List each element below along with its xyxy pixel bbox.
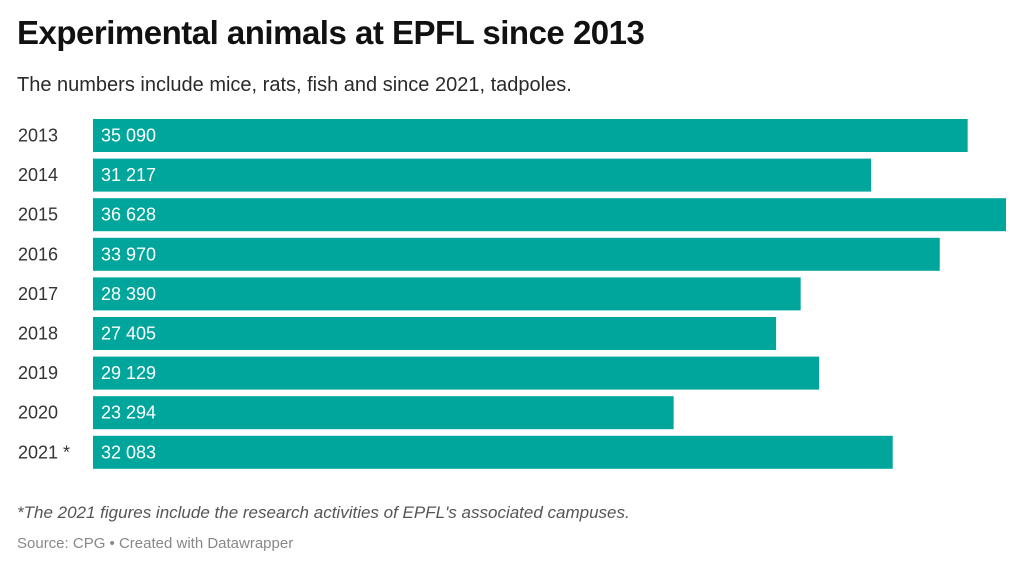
category-label: 2021 * <box>18 442 70 462</box>
bar <box>93 396 674 430</box>
bar-row: 2013 35 090 <box>18 119 968 152</box>
footnote: *The 2021 figures include the research a… <box>17 503 630 522</box>
bar <box>93 158 872 192</box>
category-label: 2014 <box>18 165 58 185</box>
category-label: 2020 <box>18 403 58 423</box>
category-label: 2013 <box>18 126 58 146</box>
bar-row: 2020 23 294 <box>18 396 674 430</box>
value-label: 28 390 <box>101 284 156 304</box>
category-label: 2018 <box>18 324 58 344</box>
bar-chart: 2013 35 090 2014 31 217 2015 36 628 2016 33 970… <box>18 119 1006 469</box>
value-label: 23 294 <box>101 403 156 423</box>
bar <box>93 198 1006 232</box>
bar-row: 2014 31 217 <box>18 158 872 192</box>
bar <box>93 237 940 271</box>
bar-row: 2019 29 129 <box>18 356 820 390</box>
bar <box>93 119 968 152</box>
bar <box>93 277 801 311</box>
value-label: 36 628 <box>101 205 156 225</box>
category-label: 2019 <box>18 363 58 383</box>
chart-title: Experimental animals at EPFL since 2013 <box>17 14 645 51</box>
value-label: 31 217 <box>101 165 156 185</box>
value-label: 32 083 <box>101 442 156 462</box>
chart-subtitle: The numbers include mice, rats, fish and… <box>17 74 572 96</box>
value-label: 27 405 <box>101 324 156 344</box>
bar-row: 2021 * 32 083 <box>18 435 893 469</box>
bar-row: 2018 27 405 <box>18 317 777 350</box>
category-label: 2016 <box>18 244 58 264</box>
category-label: 2017 <box>18 284 58 304</box>
bar <box>93 317 777 350</box>
value-label: 33 970 <box>101 244 156 264</box>
category-label: 2015 <box>18 205 58 225</box>
bar <box>93 435 893 469</box>
bar-row: 2017 28 390 <box>18 277 801 311</box>
source-line: Source: CPG • Created with Datawrapper <box>17 535 294 552</box>
bar-row: 2015 36 628 <box>18 198 1006 232</box>
bar-row: 2016 33 970 <box>18 237 940 271</box>
bar <box>93 356 820 390</box>
value-label: 29 129 <box>101 363 156 383</box>
value-label: 35 090 <box>101 126 156 146</box>
